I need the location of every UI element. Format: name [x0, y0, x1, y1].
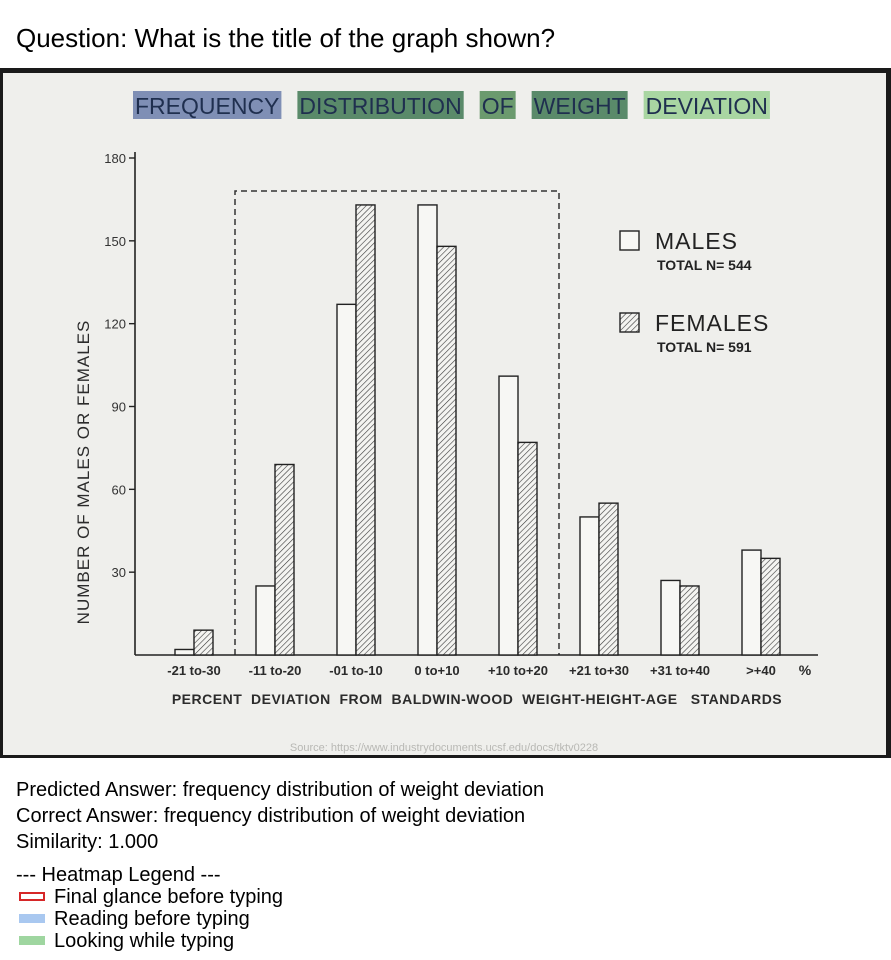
bar-males [336, 303, 357, 656]
bar-females [679, 585, 700, 656]
y-tick-label: 30 [112, 565, 126, 580]
bar-females [193, 629, 214, 656]
chart-legend: MALES TOTAL N= 544 FEMALES TOTAL N= 591 [619, 228, 769, 355]
answer-panel: Predicted Answer: frequency distribution… [16, 777, 544, 855]
legend-series-name: MALES [655, 228, 738, 254]
legend-swatch-females [619, 312, 640, 333]
blue-swatch-icon [19, 914, 45, 923]
bar-females [517, 441, 538, 656]
legend-series-total: TOTAL N= 544 [657, 257, 752, 273]
x-tick-label: +31 to+40 [650, 663, 710, 678]
bar-females [274, 463, 295, 656]
axes: 30 60 90 120 150 180 [104, 151, 818, 656]
legend-item-looking: Looking while typing [16, 930, 234, 952]
bar-males [417, 204, 438, 656]
bars: -21 to-30 -11 to-20 -01 to-10 0 to+10 +10 to… [167, 204, 781, 678]
y-tick-label: 150 [104, 234, 126, 249]
title-word: OF [482, 93, 514, 119]
x-tick-label: 0 to+10 [414, 663, 459, 678]
legend-item-label: Final glance before typing [54, 886, 284, 908]
predicted-answer: Predicted Answer: frequency distribution… [16, 779, 545, 801]
bar-females [598, 502, 619, 656]
title-word-highlight [479, 91, 516, 119]
dashed-outline [234, 190, 560, 655]
chart-photo: FREQUENCY DISTRIBUTION OF WEIGHT DEVIATION 3… [0, 68, 891, 758]
title-word: DEVIATION [646, 93, 768, 119]
x-tick-label: -11 to-20 [249, 663, 302, 678]
bar-females [436, 245, 457, 656]
legend-item-reading: Reading before typing [16, 908, 250, 930]
y-tick-label: 180 [104, 151, 126, 166]
bar-females [760, 557, 781, 656]
bar-males [255, 585, 276, 656]
legend-item-label: Looking while typing [54, 930, 235, 952]
x-tick-label: >+40 [746, 663, 776, 678]
source-watermark: Source: https://www.industrydocuments.uc… [290, 742, 598, 754]
legend-swatch-males [619, 230, 640, 251]
x-tick-label: +21 to+30 [569, 663, 629, 678]
title-word: WEIGHT [534, 93, 626, 119]
bar-males [660, 579, 681, 656]
legend-series-total: TOTAL N= 591 [657, 339, 752, 355]
heatmap-legend: --- Heatmap Legend --- Final glance befo… [16, 864, 283, 952]
similarity-score: Similarity: 1.000 [16, 831, 159, 853]
y-tick-label: 90 [112, 400, 126, 415]
legend-item-final-glance: Final glance before typing [16, 886, 283, 908]
title-word: DISTRIBUTION [299, 93, 461, 119]
bar-males [498, 375, 519, 656]
title-word-highlight [297, 91, 464, 119]
legend-series-name: FEMALES [655, 310, 769, 336]
bar-males [579, 516, 600, 656]
bar-females [355, 204, 376, 656]
title-word: FREQUENCY [135, 93, 279, 119]
title-word-highlight [643, 91, 770, 119]
legend-item-label: Reading before typing [54, 908, 250, 930]
x-axis-label: PERCENT DEVIATION FROM BALDWIN-WOOD WEIG… [172, 691, 782, 707]
y-tick-label: 120 [104, 317, 126, 332]
heatmap-legend-title: --- Heatmap Legend --- [16, 864, 221, 886]
red-outline-swatch-icon [19, 892, 45, 901]
x-tick-label: -21 to-30 [167, 663, 220, 678]
dashed-region [234, 190, 560, 655]
x-axis-percent-symbol: % [799, 662, 812, 678]
chart-title: FREQUENCY DISTRIBUTION OF WEIGHT DEVIATION [133, 91, 770, 119]
y-axis-label: NUMBER OF MALES OR FEMALES [74, 320, 93, 625]
bar-chart: FREQUENCY DISTRIBUTION OF WEIGHT DEVIATION 3… [3, 73, 886, 755]
y-tick-label: 60 [112, 482, 126, 497]
bar-males [741, 549, 762, 656]
question-text: Question: What is the title of the graph… [16, 23, 556, 53]
x-tick-label: +10 to+20 [488, 663, 548, 678]
green-swatch-icon [19, 936, 45, 945]
title-word-highlight [531, 91, 628, 119]
title-word-highlight [133, 91, 282, 119]
x-tick-label: -01 to-10 [329, 663, 382, 678]
bar-males [174, 648, 195, 656]
correct-answer: Correct Answer: frequency distribution o… [16, 805, 526, 827]
